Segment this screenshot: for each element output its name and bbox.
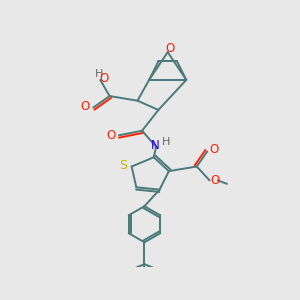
Text: S: S: [119, 159, 127, 172]
Text: O: O: [106, 129, 116, 142]
Text: H: H: [95, 69, 103, 79]
Text: N: N: [151, 139, 159, 152]
Text: O: O: [165, 41, 175, 55]
Text: O: O: [80, 100, 90, 113]
Text: O: O: [210, 143, 219, 156]
Text: H: H: [162, 137, 170, 147]
Text: O: O: [211, 174, 220, 187]
Text: O: O: [99, 72, 108, 85]
